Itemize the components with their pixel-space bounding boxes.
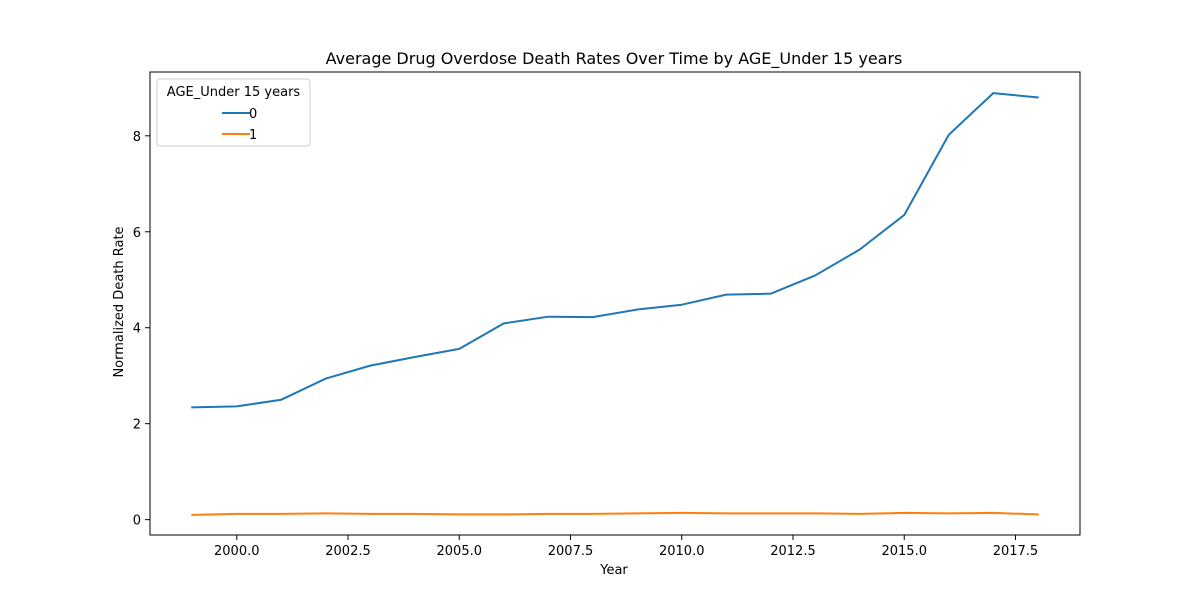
y-axis-label: Normalized Death Rate [112, 226, 127, 377]
x-tick-label: 2012.5 [770, 544, 816, 559]
series-line-1 [191, 511, 1039, 516]
y-tick-label: 2 [133, 418, 141, 433]
x-tick-label: 2002.5 [325, 544, 371, 559]
y-tick-label: 4 [133, 322, 141, 337]
y-tick-label: 0 [133, 514, 141, 529]
legend-label-1: 1 [249, 128, 257, 143]
plot-area: 2000.0 2002.5 2005.0 2007.5 2010.0 2012.5 2015… [133, 71, 1081, 559]
legend-title: AGE_Under 15 years [167, 85, 301, 100]
y-tick-label: 6 [133, 226, 141, 241]
x-tick-label: 2005.0 [437, 544, 483, 559]
x-tick-label: 2010.0 [659, 544, 705, 559]
x-tick-label: 2017.5 [993, 544, 1039, 559]
x-tick-label: 2015.0 [881, 544, 927, 559]
x-axis-label: Year [599, 563, 628, 578]
x-tick-label: 2000.0 [214, 544, 260, 559]
plot-frame [149, 71, 1081, 536]
series-line-0 [191, 92, 1039, 409]
legend: AGE_Under 15 years 0 1 [156, 78, 311, 147]
y-tick-label: 8 [133, 130, 141, 145]
chart-title: Average Drug Overdose Death Rates Over T… [326, 49, 903, 69]
legend-label-0: 0 [249, 107, 257, 122]
x-tick-label: 2007.5 [548, 544, 594, 559]
